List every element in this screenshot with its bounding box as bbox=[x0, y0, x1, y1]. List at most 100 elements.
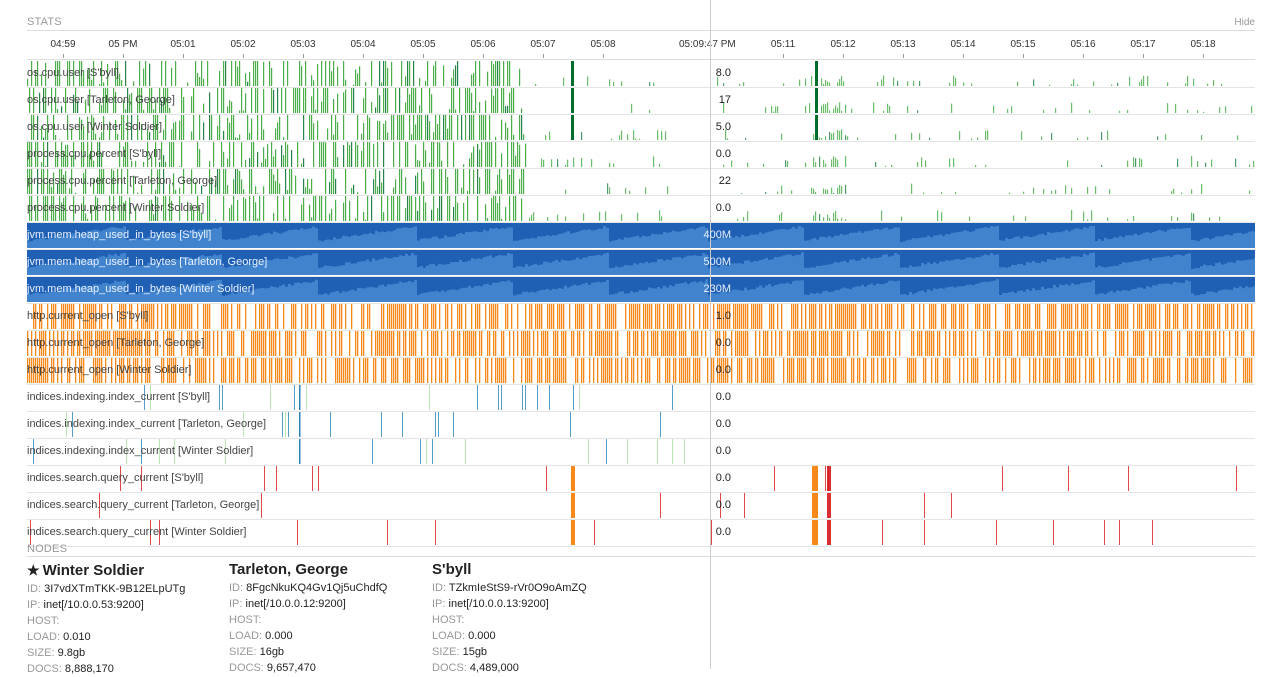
sparkline-bar bbox=[307, 304, 308, 329]
sparkline-bar bbox=[821, 138, 822, 140]
sparkline-bar bbox=[747, 236, 750, 248]
sparkline-bar bbox=[589, 331, 590, 356]
sparkline-bar bbox=[143, 68, 144, 86]
stat-row[interactable]: os.cpu.user [S'byll]8.0 bbox=[27, 61, 1255, 88]
sparkline-bar bbox=[732, 290, 735, 302]
stat-row[interactable]: jvm.mem.heap_used_in_bytes [S'byll]400M bbox=[27, 223, 1255, 250]
sparkline-bar bbox=[329, 61, 330, 86]
stat-row[interactable]: indices.search.query_current [Winter Sol… bbox=[27, 520, 1255, 547]
sparkline-bar bbox=[483, 257, 486, 275]
sparkline-bar bbox=[373, 179, 374, 194]
sparkline-bar bbox=[1163, 331, 1164, 356]
sparkline-bar bbox=[883, 358, 884, 383]
sparkline-bar bbox=[611, 331, 612, 356]
sparkline-bar bbox=[777, 106, 778, 113]
stat-row[interactable]: http.current_open [Winter Soldier]0.0 bbox=[27, 358, 1255, 385]
sparkline-bar bbox=[275, 331, 276, 356]
sparkline-bar bbox=[1041, 261, 1044, 275]
sparkline-cpu bbox=[27, 61, 1255, 86]
sparkline-bar bbox=[985, 358, 986, 383]
stat-value: 0.0 bbox=[685, 526, 731, 538]
sparkline-bar bbox=[377, 142, 378, 167]
sparkline-bar bbox=[627, 238, 630, 248]
sparkline-bar bbox=[1104, 267, 1107, 275]
sparkline-bar bbox=[355, 331, 356, 356]
sparkline-bar bbox=[257, 193, 258, 194]
stat-row[interactable]: process.cpu.percent [Tarleton, George]22 bbox=[27, 169, 1255, 196]
stat-row[interactable]: process.cpu.percent [S'byll]0.0 bbox=[27, 142, 1255, 169]
sparkline-bar bbox=[535, 84, 536, 86]
sparkline-bar bbox=[321, 142, 322, 167]
sparkline-bar bbox=[648, 236, 651, 248]
sparkline-bar bbox=[1129, 358, 1130, 383]
sparkline-bar bbox=[1227, 235, 1230, 248]
sparkline-bar bbox=[1101, 132, 1102, 140]
sparkline-bar bbox=[827, 358, 828, 383]
sparkline-bar bbox=[571, 493, 575, 518]
sparkline-bar bbox=[323, 88, 324, 113]
sparkline-bar bbox=[471, 75, 472, 86]
sparkline-bar bbox=[597, 229, 600, 248]
sparkline-bar bbox=[297, 257, 300, 275]
sparkline-bar bbox=[882, 228, 885, 248]
stat-label: process.cpu.percent [Winter Soldier] bbox=[27, 202, 204, 214]
node-field-key: DOCS: bbox=[27, 663, 62, 675]
sparkline-bar bbox=[681, 358, 682, 383]
sparkline-bar bbox=[661, 131, 662, 140]
sparkline-bar bbox=[87, 219, 88, 221]
sparkline-bar bbox=[495, 137, 496, 140]
sparkline-bar bbox=[383, 358, 384, 383]
sparkline-bar bbox=[852, 287, 855, 302]
sparkline-bar bbox=[1067, 304, 1068, 329]
sparkline-bar bbox=[825, 331, 826, 356]
sparkline-bar bbox=[231, 115, 232, 140]
sparkline-bar bbox=[959, 131, 960, 140]
sparkline-bar bbox=[419, 161, 420, 167]
sparkline-bar bbox=[660, 288, 663, 302]
sparkline-bar bbox=[573, 260, 576, 275]
sparkline-bar bbox=[1083, 304, 1084, 329]
sparkline-bar bbox=[426, 292, 429, 302]
stat-row[interactable]: process.cpu.percent [Winter Soldier]0.0 bbox=[27, 196, 1255, 223]
sparkline-bar bbox=[813, 238, 816, 248]
sparkline-bar bbox=[1141, 358, 1142, 383]
sparkline-bar bbox=[366, 288, 369, 302]
sparkline-bar bbox=[281, 145, 282, 167]
sparkline-bar bbox=[171, 129, 172, 140]
stat-row[interactable]: indices.indexing.index_current [Winter S… bbox=[27, 439, 1255, 466]
stat-row[interactable]: os.cpu.user [Tarleton, George]17 bbox=[27, 88, 1255, 115]
stat-row[interactable]: os.cpu.user [Winter Soldier]5.0 bbox=[27, 115, 1255, 142]
sparkline-bar bbox=[477, 258, 480, 275]
stat-row[interactable]: http.current_open [Tarleton, George]0.0 bbox=[27, 331, 1255, 358]
sparkline-bar bbox=[912, 238, 915, 248]
sparkline-bar bbox=[1169, 358, 1170, 383]
stat-row[interactable]: jvm.mem.heap_used_in_bytes [Tarleton, Ge… bbox=[27, 250, 1255, 277]
stat-row[interactable]: http.current_open [S'byll]1.0 bbox=[27, 304, 1255, 331]
time-tick-mark bbox=[123, 54, 124, 58]
stat-row[interactable]: indices.search.query_current [Tarleton, … bbox=[27, 493, 1255, 520]
sparkline-bar bbox=[641, 358, 642, 383]
stat-row[interactable]: indices.indexing.index_current [Tarleton… bbox=[27, 412, 1255, 439]
sparkline-bar bbox=[561, 358, 562, 383]
sparkline-bar bbox=[1191, 213, 1192, 221]
stat-row[interactable]: indices.search.query_current [S'byll]0.0 bbox=[27, 466, 1255, 493]
stat-row[interactable]: jvm.mem.heap_used_in_bytes [Winter Soldi… bbox=[27, 277, 1255, 304]
sparkline-bar bbox=[717, 267, 720, 275]
sparkline-bar bbox=[1177, 358, 1178, 383]
sparkline-bar bbox=[815, 192, 816, 194]
hide-stats-link[interactable]: Hide bbox=[1234, 17, 1255, 28]
stat-row[interactable]: indices.indexing.index_current [S'byll]0… bbox=[27, 385, 1255, 412]
node-id: ID: TZkmIeStS9-rVr0O9oAmZQ bbox=[432, 580, 632, 596]
sparkline-bar bbox=[456, 234, 459, 248]
sparkline-bar bbox=[911, 304, 912, 329]
sparkline-bar bbox=[1188, 253, 1191, 275]
sparkline-bar bbox=[243, 238, 246, 248]
sparkline-bar bbox=[1197, 295, 1200, 302]
sparkline-bar bbox=[479, 102, 480, 113]
sparkline-bar bbox=[55, 135, 56, 140]
sparkline-bar bbox=[913, 304, 914, 329]
sparkline-bar bbox=[315, 196, 316, 221]
